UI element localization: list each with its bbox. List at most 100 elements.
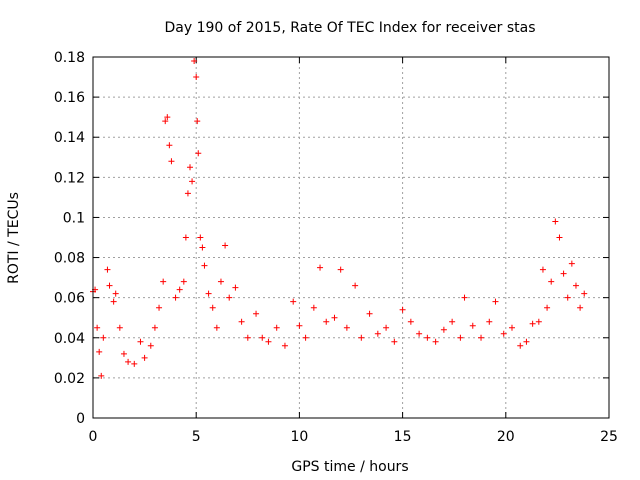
- data-point: [523, 338, 530, 345]
- y-tick-label: 0.16: [54, 90, 85, 106]
- y-tick-label: 0: [76, 411, 85, 427]
- y-tick-label: 0.08: [54, 251, 85, 267]
- data-point: [449, 318, 456, 325]
- data-point: [548, 278, 555, 285]
- data-point: [98, 372, 105, 379]
- data-point: [290, 298, 297, 305]
- data-point: [273, 324, 280, 331]
- data-point: [383, 324, 390, 331]
- data-point: [184, 190, 191, 197]
- data-point: [166, 142, 173, 149]
- data-point: [492, 298, 499, 305]
- data-point: [156, 304, 163, 311]
- data-point: [556, 234, 563, 241]
- x-tick-label: 20: [497, 429, 515, 445]
- data-point: [213, 324, 220, 331]
- data-point: [205, 290, 212, 297]
- data-point: [374, 330, 381, 337]
- data-point: [94, 324, 101, 331]
- data-point: [577, 304, 584, 311]
- data-point: [564, 294, 571, 301]
- data-point: [193, 74, 200, 81]
- data-point: [552, 218, 559, 225]
- data-point: [302, 334, 309, 341]
- y-tick-label: 0.1: [63, 210, 85, 226]
- data-point: [189, 178, 196, 185]
- data-point: [180, 278, 187, 285]
- data-point: [500, 330, 507, 337]
- data-point: [217, 278, 224, 285]
- plot-frame: [92, 56, 610, 419]
- data-point: [568, 260, 575, 267]
- data-point: [343, 324, 350, 331]
- data-point: [151, 324, 158, 331]
- data-point: [508, 324, 515, 331]
- data-point: [486, 318, 493, 325]
- data-point: [106, 282, 113, 289]
- data-point: [424, 334, 431, 341]
- data-point: [131, 360, 138, 367]
- data-point: [366, 310, 373, 317]
- x-tick-label: 5: [192, 429, 201, 445]
- data-point: [137, 338, 144, 345]
- data-point: [172, 294, 179, 301]
- data-point: [259, 334, 266, 341]
- data-point: [187, 164, 194, 171]
- data-point: [238, 318, 245, 325]
- x-tick-label: 25: [600, 429, 618, 445]
- chart-title: Day 190 of 2015, Rate Of TEC Index for r…: [164, 20, 535, 36]
- data-point: [104, 266, 111, 273]
- data-point: [469, 322, 476, 329]
- data-point: [110, 298, 117, 305]
- data-point: [581, 290, 588, 297]
- data-point: [461, 294, 468, 301]
- data-point: [209, 304, 216, 311]
- y-axis-label: ROTI / TECUs: [6, 192, 22, 284]
- data-point: [147, 342, 154, 349]
- data-point: [164, 114, 171, 121]
- data-point: [191, 58, 198, 65]
- data-point: [120, 350, 127, 357]
- x-axis-label: GPS time / hours: [291, 459, 408, 475]
- data-point: [100, 334, 107, 341]
- data-point: [358, 334, 365, 341]
- data-point: [478, 334, 485, 341]
- data-point: [226, 294, 233, 301]
- data-point: [323, 318, 330, 325]
- data-point: [199, 244, 206, 251]
- data-point: [182, 234, 189, 241]
- data-point: [331, 314, 338, 321]
- data-point: [116, 324, 123, 331]
- data-point: [457, 334, 464, 341]
- data-point: [168, 158, 175, 165]
- data-point: [440, 326, 447, 333]
- data-point: [407, 318, 414, 325]
- data-point: [529, 320, 536, 327]
- x-tick-label: 15: [394, 429, 412, 445]
- data-point: [141, 354, 148, 361]
- data-point: [544, 304, 551, 311]
- data-point: [176, 286, 183, 293]
- data-point: [391, 338, 398, 345]
- data-point: [539, 266, 546, 273]
- data-point: [535, 318, 542, 325]
- data-point: [310, 304, 317, 311]
- y-tick-label: 0.18: [54, 50, 85, 66]
- data-point: [416, 330, 423, 337]
- grid-lines: [93, 57, 609, 418]
- data-point: [337, 266, 344, 273]
- data-point: [432, 338, 439, 345]
- y-tick-label: 0.04: [54, 331, 85, 347]
- data-point: [560, 270, 567, 277]
- y-tick-label: 0.06: [54, 291, 85, 307]
- y-tick-label: 0.14: [54, 130, 85, 146]
- data-point: [201, 262, 208, 269]
- data-point: [197, 234, 204, 241]
- data-point: [352, 282, 359, 289]
- data-point: [96, 348, 103, 355]
- data-point: [399, 306, 406, 313]
- data-point: [195, 150, 202, 157]
- x-tick-label: 10: [290, 429, 308, 445]
- y-tick-label: 0.02: [54, 371, 85, 387]
